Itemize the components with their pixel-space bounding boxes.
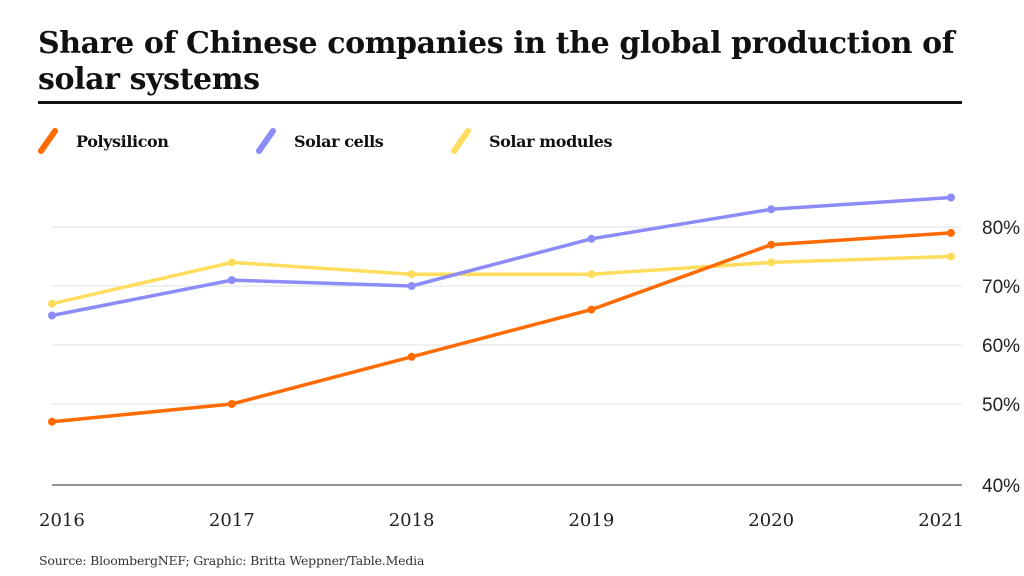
series-polysilicon	[48, 228, 955, 426]
legend-swatch-solar-cells-icon	[256, 128, 276, 154]
title-underline	[38, 101, 962, 104]
data-point	[48, 417, 56, 426]
data-point	[947, 252, 955, 261]
data-point	[227, 258, 236, 267]
data-point	[587, 234, 596, 243]
y-tick-label: 40%	[982, 476, 1020, 497]
data-point	[587, 305, 596, 314]
data-point	[767, 258, 776, 267]
y-tick-label: 60%	[982, 336, 1020, 357]
data-point	[947, 228, 955, 237]
data-point	[48, 299, 56, 308]
x-tick-label: 2021	[918, 510, 964, 531]
data-point	[48, 311, 56, 320]
x-tick-label: 2016	[39, 510, 85, 531]
data-point	[227, 276, 236, 285]
legend-label-polysilicon: Polysilicon	[76, 131, 169, 151]
data-point	[767, 205, 776, 214]
legend-label-solar-modules: Solar modules	[489, 131, 613, 151]
legend-label-solar-cells: Solar cells	[294, 131, 384, 151]
x-tick-label: 2017	[209, 510, 255, 531]
data-point	[947, 193, 955, 202]
series-line	[50, 195, 953, 318]
x-axis-labels: 2016 2017 2018 2019 2020 2021	[39, 510, 964, 531]
x-tick-label: 2019	[568, 510, 614, 531]
data-point	[407, 270, 416, 279]
gridlines	[52, 226, 962, 486]
y-axis-labels: 80% 70% 60% 50% 40%	[982, 218, 1020, 497]
series-solar-cells	[48, 193, 955, 320]
x-tick-label: 2020	[748, 510, 794, 531]
series-solar-modules	[48, 252, 955, 308]
legend-item-solar-modules[interactable]: Solar modules	[451, 128, 613, 154]
legend-swatch-solar-modules-icon	[451, 128, 471, 154]
data-point	[407, 352, 416, 361]
data-point	[407, 282, 416, 290]
data-point	[227, 400, 236, 408]
series-lines	[48, 193, 955, 426]
legend-item-solar-cells[interactable]: Solar cells	[256, 128, 384, 154]
x-tick-label: 2018	[389, 510, 435, 531]
y-tick-label: 70%	[982, 277, 1020, 298]
source-note: Source: BloombergNEF; Graphic: Britta We…	[39, 553, 425, 568]
data-point	[767, 240, 776, 249]
legend-swatch-polysilicon-icon	[38, 128, 58, 154]
legend-item-polysilicon[interactable]: Polysilicon	[38, 128, 169, 154]
y-tick-label: 80%	[982, 218, 1020, 239]
series-line	[50, 231, 953, 424]
series-line	[50, 254, 953, 306]
data-point	[587, 270, 596, 279]
chart-title: Share of Chinese companies in the global…	[38, 26, 955, 97]
y-tick-label: 50%	[982, 395, 1020, 416]
